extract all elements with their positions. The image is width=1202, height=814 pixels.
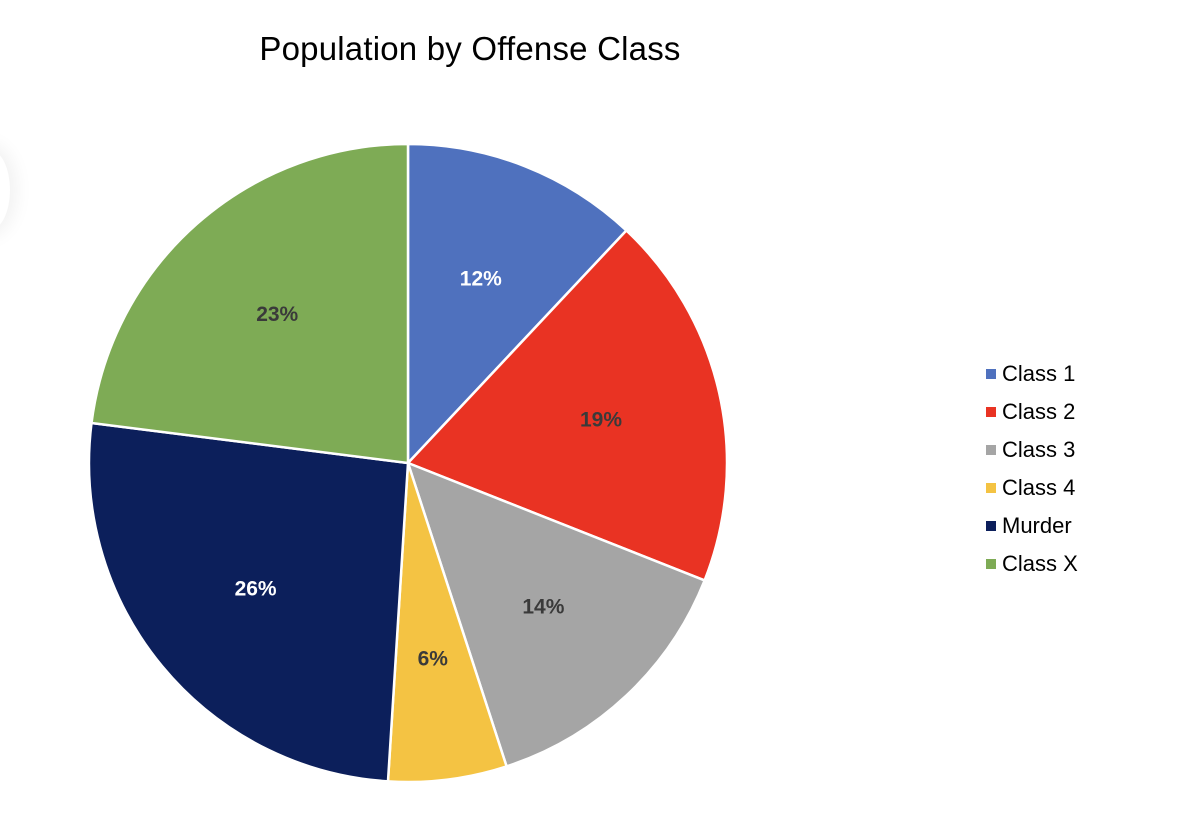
legend-swatch-class-x (986, 559, 996, 569)
pie-slice-class-2 (406, 229, 729, 582)
legend-swatch-class-1 (986, 369, 996, 379)
data-label-class-3: 14% (522, 596, 564, 619)
data-label-class-1: 12% (460, 268, 502, 291)
pie-slice-class-4 (386, 461, 508, 784)
legend-swatch-class-3 (986, 445, 996, 455)
legend-swatch-class-2 (986, 407, 996, 417)
legend-label-class-x: Class X (1002, 551, 1078, 576)
legend-label-class-3: Class 3 (1002, 437, 1076, 462)
legend-label-class-4: Class 4 (1002, 475, 1076, 500)
legend-swatch-murder (986, 521, 996, 531)
data-label-class-x: 23% (256, 303, 298, 326)
legend-label-murder: Murder (1002, 513, 1072, 538)
legend-item-class-1: Class 1 (986, 355, 1186, 393)
pie-data-labels: 12% 19% 14% 6% 26% 23% (235, 268, 623, 671)
legend-item-murder: Murder (986, 507, 1186, 545)
legend-item-class-2: Class 2 (986, 393, 1186, 431)
pie-slices (87, 142, 729, 784)
pie-slice-murder (87, 421, 410, 783)
legend-item-class-3: Class 3 (986, 431, 1186, 469)
legend-item-class-x: Class X (986, 545, 1186, 583)
pie-slice-class-1 (406, 142, 628, 465)
chart-legend: Class 1 Class 2 Class 3 Class 4 Murder C… (986, 355, 1186, 583)
data-label-class-4: 6% (418, 648, 449, 671)
legend-label-class-2: Class 2 (1002, 399, 1076, 424)
data-label-murder: 26% (235, 578, 277, 601)
legend-label-class-1: Class 1 (1002, 361, 1076, 386)
legend-item-class-4: Class 4 (986, 469, 1186, 507)
chart-title: Population by Offense Class (259, 30, 681, 67)
legend-swatch-class-4 (986, 483, 996, 493)
data-label-class-2: 19% (580, 408, 622, 431)
pie-slice-class-x (90, 142, 410, 465)
